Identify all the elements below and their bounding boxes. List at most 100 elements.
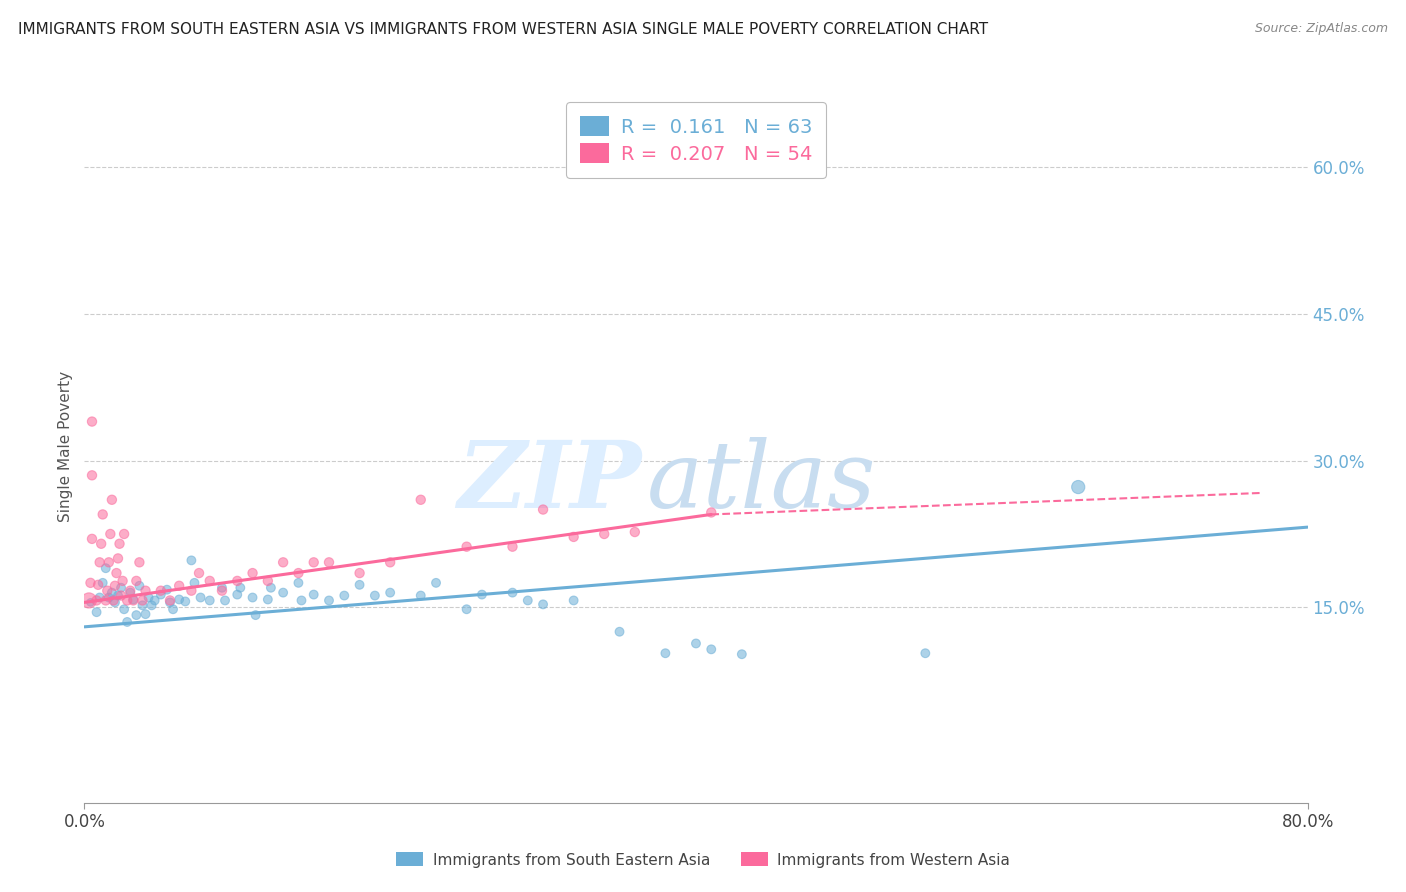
Point (456, 602, 478, 616)
Text: ZIP: ZIP (457, 437, 641, 526)
Point (143, 593, 166, 607)
Point (120, 585, 142, 599)
Point (128, 555, 150, 569)
Point (141, 599, 163, 613)
Point (180, 553, 202, 567)
Point (162, 602, 184, 616)
Point (502, 540, 524, 554)
Point (103, 593, 125, 607)
Point (107, 589, 129, 603)
Point (104, 595, 127, 609)
Point (125, 608, 148, 623)
Point (700, 506, 723, 520)
Point (245, 608, 267, 623)
Point (115, 615, 138, 629)
Point (86, 605, 108, 619)
Point (79, 595, 101, 609)
Point (94, 561, 117, 575)
Point (79, 575, 101, 590)
Point (87, 578, 110, 592)
Point (112, 527, 135, 541)
Point (149, 588, 172, 602)
Point (120, 583, 142, 598)
Point (287, 575, 309, 590)
Point (167, 579, 190, 593)
Point (97, 591, 120, 605)
Point (226, 588, 249, 602)
Point (290, 593, 312, 607)
Point (190, 591, 212, 605)
Point (333, 589, 356, 603)
Point (562, 530, 585, 544)
Point (271, 585, 294, 599)
Point (409, 492, 432, 507)
Point (318, 593, 340, 607)
Point (257, 592, 280, 607)
Point (135, 607, 157, 621)
Point (174, 594, 197, 608)
Text: Source: ZipAtlas.com: Source: ZipAtlas.com (1254, 22, 1388, 36)
Point (77, 593, 100, 607)
Point (624, 524, 647, 539)
Point (105, 566, 128, 580)
Point (89, 591, 111, 605)
Point (98, 527, 121, 541)
Point (80, 468, 103, 483)
Point (198, 593, 221, 607)
Point (425, 575, 447, 590)
Point (159, 593, 181, 607)
Point (349, 578, 371, 592)
Point (96, 583, 118, 598)
Point (685, 636, 707, 650)
Point (156, 582, 179, 597)
Point (287, 566, 309, 580)
Point (101, 585, 124, 599)
Point (112, 602, 135, 616)
Point (593, 527, 616, 541)
Point (97, 555, 120, 569)
Point (86, 593, 108, 607)
Point (122, 592, 145, 607)
Point (107, 551, 129, 566)
Point (131, 593, 153, 607)
Point (502, 585, 524, 599)
Point (149, 583, 172, 598)
Point (380, 555, 402, 569)
Point (167, 592, 190, 607)
Point (318, 555, 340, 569)
Point (302, 555, 325, 569)
Point (260, 581, 283, 595)
Point (257, 574, 280, 588)
Point (471, 588, 494, 602)
Point (214, 593, 236, 607)
Point (226, 574, 249, 588)
Point (409, 589, 432, 603)
Point (90, 537, 112, 551)
Point (183, 575, 205, 590)
Point (198, 574, 221, 588)
Point (302, 588, 325, 602)
Point (125, 574, 148, 588)
Point (128, 579, 150, 593)
Point (731, 647, 754, 661)
Point (188, 566, 211, 580)
Point (80, 532, 103, 546)
Point (271, 555, 294, 569)
Legend: R =  0.161   N = 63, R =  0.207   N = 54: R = 0.161 N = 63, R = 0.207 N = 54 (567, 103, 825, 178)
Point (654, 646, 676, 660)
Point (531, 502, 554, 516)
Point (364, 589, 387, 603)
Point (211, 583, 233, 598)
Point (115, 593, 138, 607)
Point (108, 537, 131, 551)
Text: atlas: atlas (647, 437, 876, 526)
Point (914, 646, 936, 660)
Y-axis label: Single Male Poverty: Single Male Poverty (58, 370, 73, 522)
Point (380, 585, 402, 599)
Point (531, 598, 554, 612)
Point (180, 583, 202, 598)
Point (135, 583, 157, 598)
Point (91, 575, 114, 590)
Point (242, 566, 264, 580)
Point (80, 415, 103, 429)
